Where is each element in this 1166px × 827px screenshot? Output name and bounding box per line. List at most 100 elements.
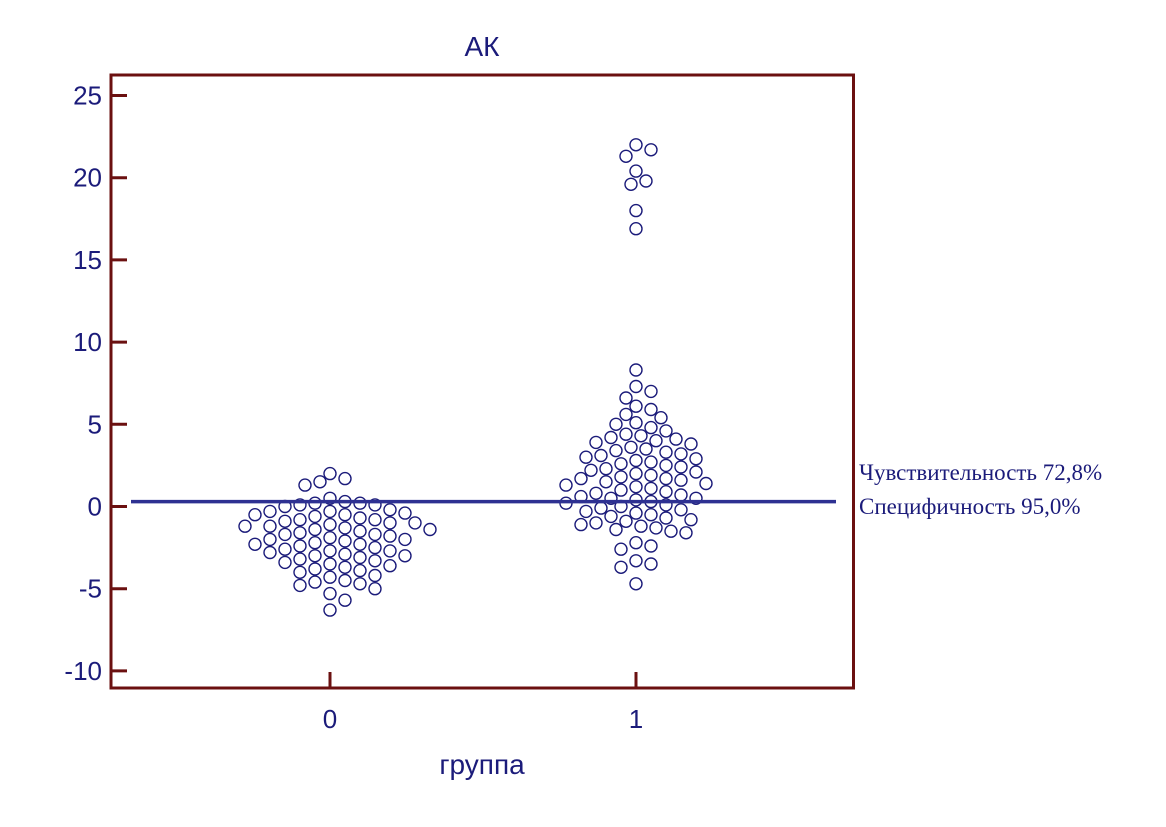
data-point — [674, 503, 688, 517]
data-point — [684, 437, 698, 451]
data-point — [263, 504, 277, 519]
data-point — [383, 516, 397, 530]
data-point — [278, 514, 292, 528]
data-point — [338, 521, 352, 535]
data-point — [689, 452, 703, 466]
data-point — [323, 603, 337, 617]
specificity-annotation: Специфичность 95,0% — [859, 494, 1081, 519]
data-point — [263, 519, 277, 533]
data-point — [674, 488, 688, 502]
data-point — [589, 435, 603, 450]
data-point — [614, 542, 628, 556]
data-point — [338, 508, 352, 522]
data-point — [654, 411, 668, 425]
data-point — [624, 177, 638, 192]
data-point — [659, 458, 673, 473]
data-point — [383, 529, 397, 543]
data-point — [659, 471, 673, 486]
data-point — [599, 462, 613, 476]
x-axis-label: группа — [439, 749, 525, 780]
data-point — [644, 539, 658, 553]
y-tick-label: 10 — [73, 327, 102, 357]
data-point — [629, 399, 643, 413]
data-point — [609, 522, 623, 537]
data-point — [594, 448, 608, 463]
data-point — [599, 475, 613, 489]
data-point — [323, 531, 337, 545]
data-point — [659, 424, 673, 438]
data-point — [679, 526, 693, 540]
data-point — [609, 417, 623, 431]
data-point — [629, 577, 643, 591]
data-point — [659, 511, 673, 525]
data-point — [619, 514, 633, 528]
data-point — [579, 450, 593, 464]
data-point — [619, 149, 633, 164]
data-point — [629, 203, 643, 218]
data-point — [624, 440, 638, 454]
y-tick-label: 20 — [73, 163, 102, 193]
data-point — [659, 485, 673, 499]
data-point — [639, 442, 653, 456]
data-point — [644, 481, 658, 496]
data-point — [579, 504, 593, 519]
data-point — [629, 466, 643, 481]
data-point — [629, 536, 643, 550]
data-point — [398, 506, 412, 520]
data-point — [353, 563, 367, 578]
data-point — [353, 550, 367, 565]
data-point — [368, 582, 382, 596]
data-point — [293, 565, 307, 579]
data-point — [293, 552, 307, 566]
data-point — [629, 506, 643, 520]
data-point — [614, 457, 628, 471]
data-point — [278, 542, 292, 556]
data-point — [584, 463, 598, 477]
data-point — [293, 578, 307, 593]
data-point — [619, 407, 633, 422]
data-point — [263, 545, 277, 560]
data-point — [383, 559, 397, 573]
data-point — [644, 508, 658, 522]
data-point — [293, 513, 307, 527]
data-point — [368, 527, 382, 542]
y-tick-label: -10 — [64, 656, 102, 686]
y-tick-label: -5 — [79, 574, 102, 604]
data-point — [248, 537, 262, 551]
data-point — [629, 164, 643, 178]
data-point — [629, 416, 643, 430]
data-point — [649, 521, 663, 535]
data-point — [629, 221, 643, 236]
data-point — [323, 504, 337, 519]
data-point — [674, 447, 688, 461]
data-point — [644, 455, 658, 469]
data-point — [594, 501, 608, 515]
data-point — [353, 577, 367, 591]
data-point — [634, 429, 648, 443]
data-point — [338, 560, 352, 574]
y-tick-label: 25 — [73, 81, 102, 111]
y-tick-label: 5 — [88, 409, 102, 439]
data-point — [338, 573, 352, 588]
data-point — [398, 549, 412, 563]
data-point — [383, 503, 397, 517]
data-point — [278, 527, 292, 542]
data-point — [298, 478, 312, 492]
data-point — [614, 560, 628, 574]
data-point — [689, 465, 703, 479]
data-point — [323, 586, 337, 601]
data-point — [669, 432, 683, 446]
data-point — [699, 476, 713, 491]
data-point — [238, 519, 252, 533]
data-point — [664, 524, 678, 538]
data-point — [308, 549, 322, 563]
data-point — [659, 445, 673, 459]
chart-title: АК — [465, 31, 501, 62]
data-point — [263, 532, 277, 547]
data-point — [368, 554, 382, 568]
data-point — [353, 537, 367, 551]
data-point — [278, 555, 292, 570]
data-point — [604, 509, 618, 524]
data-point — [644, 143, 658, 157]
